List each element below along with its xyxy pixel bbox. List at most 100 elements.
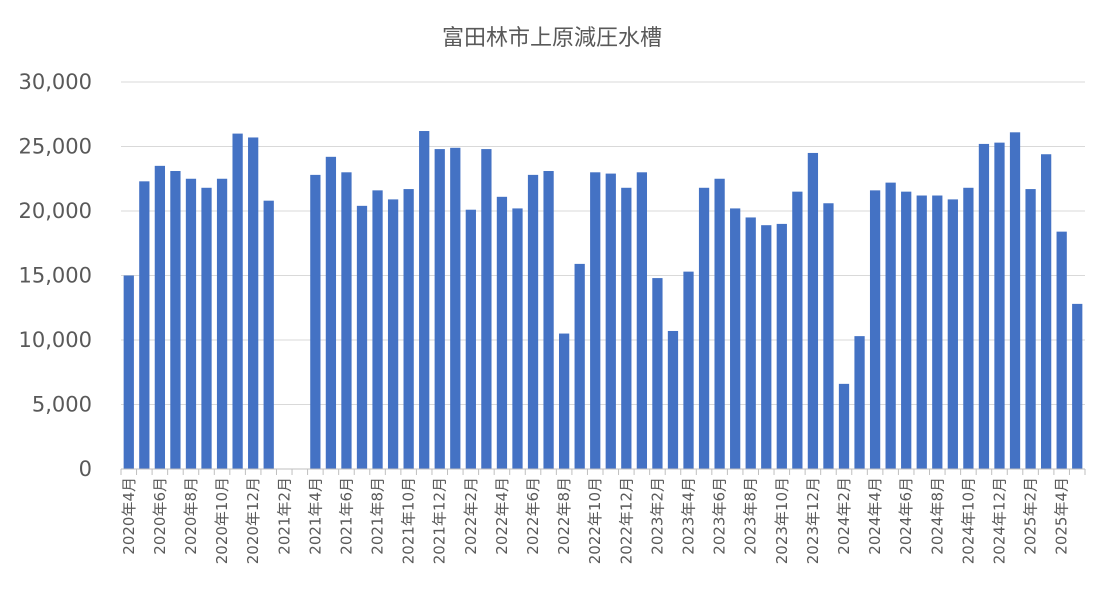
bar: [683, 271, 694, 469]
bar: [652, 278, 663, 469]
bar: [978, 143, 990, 470]
bar: [932, 195, 943, 469]
x-tick-label: 2024年2月: [835, 477, 853, 555]
bar: [807, 152, 819, 469]
bar: [1072, 303, 1083, 469]
bar: [139, 181, 150, 469]
bar: [310, 174, 321, 469]
bar: [714, 178, 725, 469]
bar: [605, 173, 616, 469]
bar: [916, 195, 927, 469]
bar: [387, 199, 399, 469]
y-tick-label: 20,000: [19, 199, 92, 223]
x-tick-label: 2024年4月: [866, 477, 884, 555]
x-tick-label: 2024年12月: [990, 477, 1008, 564]
bar: [263, 200, 274, 469]
bar: [512, 208, 523, 470]
y-tick-label: 25,000: [19, 135, 92, 159]
bar: [341, 172, 352, 470]
x-tick-label: 2024年10月: [959, 477, 977, 564]
bar: [698, 187, 710, 469]
y-tick-label: 5,000: [32, 393, 92, 417]
x-tick-label: 2021年8月: [369, 477, 387, 555]
bar: [792, 191, 803, 469]
bar: [947, 199, 958, 469]
bar: [963, 187, 974, 469]
bar: [123, 275, 134, 469]
bar: [403, 189, 414, 469]
x-tick-label: 2020年12月: [244, 477, 262, 564]
x-tick-label: 2020年8月: [182, 477, 200, 555]
x-tick-label: 2022年2月: [462, 477, 480, 555]
bar: [496, 196, 508, 469]
bar: [574, 263, 585, 469]
x-tick-label: 2023年6月: [711, 477, 729, 555]
y-tick-label: 10,000: [19, 328, 92, 352]
x-tick-label: 2024年6月: [897, 477, 915, 555]
bar: [248, 137, 259, 469]
bar: [885, 182, 896, 469]
x-tick-label: 2023年12月: [804, 477, 822, 564]
x-tick-label: 2022年10月: [586, 477, 604, 564]
x-tick-label: 2021年4月: [306, 477, 324, 555]
x-tick-label: 2021年2月: [275, 477, 293, 555]
bar: [434, 149, 445, 469]
x-tick-label: 2022年8月: [555, 477, 573, 555]
x-tick-label: 2025年4月: [1053, 477, 1071, 555]
bar: [465, 209, 476, 469]
bar: [450, 147, 461, 470]
y-tick-label: 0: [79, 457, 92, 481]
x-tick-label: 2023年8月: [742, 477, 760, 555]
y-tick-label: 30,000: [19, 70, 92, 94]
x-axis-ticks: 2020年4月 2020年6月 2020年8月 2020年10月 2020年12月 202…: [120, 469, 1086, 564]
x-tick-label: 2023年2月: [648, 477, 666, 555]
x-tick-label: 2022年4月: [493, 477, 511, 555]
bar: [994, 142, 1005, 469]
bar: [558, 333, 570, 469]
bar: [590, 172, 601, 470]
bar: [901, 191, 912, 469]
y-tick-label: 15,000: [19, 264, 92, 288]
bars: [123, 131, 1083, 470]
bar: [356, 205, 368, 469]
bar: [1040, 154, 1052, 470]
x-tick-label: 2023年10月: [773, 477, 791, 564]
bar: [776, 223, 787, 469]
bar: [1056, 231, 1067, 469]
x-tick-label: 2022年12月: [617, 477, 635, 564]
bar: [419, 131, 430, 469]
x-tick-label: 2020年10月: [213, 477, 231, 564]
bar: [201, 187, 212, 469]
x-tick-label: 2025年2月: [1022, 477, 1040, 555]
x-tick-label: 2021年10月: [400, 477, 418, 564]
chart-title: 富田林市上原減圧水槽: [442, 26, 662, 51]
bar: [1009, 132, 1021, 469]
bar: [621, 187, 632, 469]
x-tick-label: 2024年8月: [928, 477, 946, 555]
bar: [372, 190, 383, 470]
bar: [232, 133, 243, 469]
x-tick-label: 2022年6月: [524, 477, 542, 555]
bar: [154, 165, 166, 469]
bar: [325, 156, 337, 469]
bar: [823, 203, 834, 469]
bar: [838, 383, 850, 469]
bar: [667, 330, 679, 469]
y-axis-ticks: 0 5,000 10,000 15,000 20,000 25,000 30,000: [19, 70, 92, 481]
bar: [730, 208, 741, 470]
bar: [216, 178, 228, 469]
bar: [1025, 189, 1036, 469]
bar: [869, 190, 881, 470]
bar: [543, 171, 554, 469]
bar: [745, 217, 756, 469]
x-tick-label: 2021年12月: [431, 477, 449, 564]
bar: [170, 171, 181, 469]
x-tick-label: 2020年4月: [120, 477, 138, 555]
x-tick-label: 2021年6月: [337, 477, 355, 555]
x-tick-label: 2020年6月: [151, 477, 169, 555]
bar: [636, 172, 648, 470]
bar: [761, 225, 772, 469]
bar: [527, 174, 539, 469]
x-tick-label: 2023年4月: [680, 477, 698, 555]
